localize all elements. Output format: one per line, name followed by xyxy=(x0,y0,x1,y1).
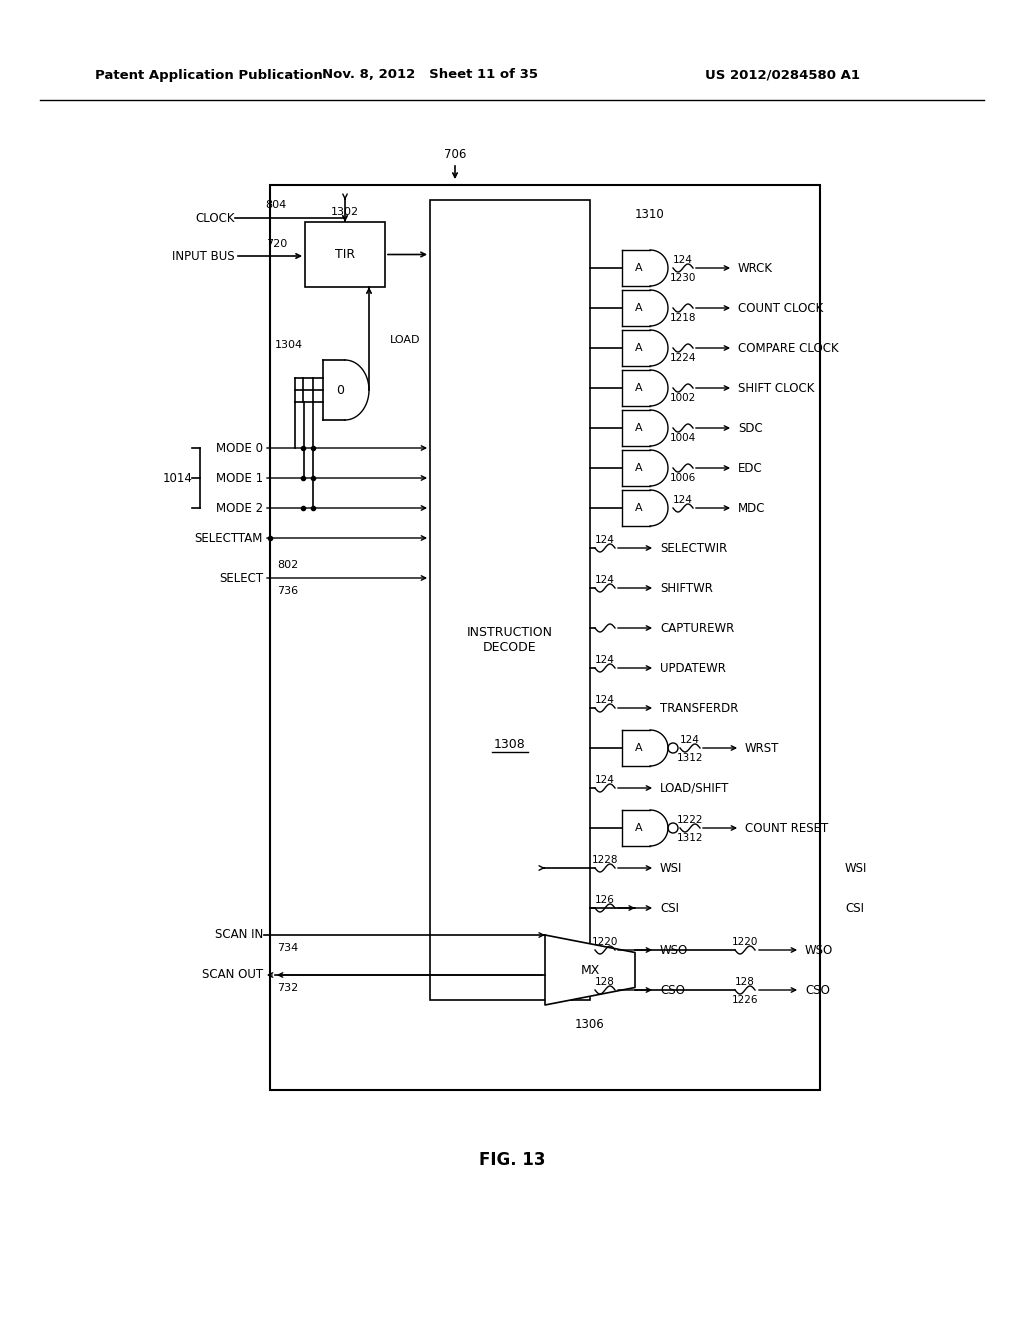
Text: 1312: 1312 xyxy=(677,752,703,763)
Text: SHIFTWR: SHIFTWR xyxy=(660,582,713,594)
Text: Nov. 8, 2012   Sheet 11 of 35: Nov. 8, 2012 Sheet 11 of 35 xyxy=(322,69,538,82)
Text: A: A xyxy=(635,822,643,833)
Text: 1224: 1224 xyxy=(670,352,696,363)
Text: 804: 804 xyxy=(266,201,287,210)
Text: SCAN OUT: SCAN OUT xyxy=(202,969,263,982)
Text: 128: 128 xyxy=(595,977,615,987)
Bar xyxy=(305,222,385,286)
Text: CLOCK: CLOCK xyxy=(196,211,234,224)
Text: 1220: 1220 xyxy=(592,937,618,946)
Text: WRST: WRST xyxy=(745,742,779,755)
Text: 126: 126 xyxy=(595,895,615,906)
Text: 0: 0 xyxy=(337,384,345,396)
Text: WSO: WSO xyxy=(805,944,834,957)
Text: LOAD/SHIFT: LOAD/SHIFT xyxy=(660,781,729,795)
Text: 732: 732 xyxy=(278,983,298,993)
Text: 1226: 1226 xyxy=(732,995,758,1005)
Text: MODE 2: MODE 2 xyxy=(216,502,263,515)
Bar xyxy=(270,185,820,1090)
Text: 124: 124 xyxy=(595,576,615,585)
Text: 1004: 1004 xyxy=(670,433,696,444)
Text: 1218: 1218 xyxy=(670,313,696,323)
Text: TRANSFERDR: TRANSFERDR xyxy=(660,701,738,714)
Text: LOAD: LOAD xyxy=(390,335,421,345)
Text: A: A xyxy=(635,503,643,513)
Text: 1312: 1312 xyxy=(677,833,703,843)
Text: 124: 124 xyxy=(595,655,615,665)
Text: WSI: WSI xyxy=(845,862,867,874)
Text: 736: 736 xyxy=(278,586,298,597)
Text: 1220: 1220 xyxy=(732,937,758,946)
Text: 1222: 1222 xyxy=(677,814,703,825)
Text: WSO: WSO xyxy=(660,944,688,957)
Text: WRCK: WRCK xyxy=(738,261,773,275)
Text: 720: 720 xyxy=(266,239,287,249)
Text: MX: MX xyxy=(581,964,600,977)
Text: FIG. 13: FIG. 13 xyxy=(479,1151,545,1170)
Text: MDC: MDC xyxy=(738,502,766,515)
Text: A: A xyxy=(635,463,643,473)
Text: CSO: CSO xyxy=(660,983,685,997)
Text: MODE 0: MODE 0 xyxy=(216,441,263,454)
Text: 802: 802 xyxy=(278,560,298,570)
Text: COUNT CLOCK: COUNT CLOCK xyxy=(738,301,823,314)
Text: TIR: TIR xyxy=(335,248,355,261)
Text: US 2012/0284580 A1: US 2012/0284580 A1 xyxy=(705,69,860,82)
Text: 124: 124 xyxy=(673,255,693,265)
Text: 124: 124 xyxy=(595,696,615,705)
Text: A: A xyxy=(635,743,643,752)
Text: 124: 124 xyxy=(595,535,615,545)
Text: 1310: 1310 xyxy=(635,209,665,222)
Text: CSO: CSO xyxy=(805,983,829,997)
Text: 1230: 1230 xyxy=(670,273,696,282)
Text: MODE 1: MODE 1 xyxy=(216,471,263,484)
Text: SCAN IN: SCAN IN xyxy=(215,928,263,941)
Text: UPDATEWR: UPDATEWR xyxy=(660,661,726,675)
Bar xyxy=(430,201,590,1001)
Text: 1006: 1006 xyxy=(670,473,696,483)
Text: 1308: 1308 xyxy=(495,738,526,751)
Text: 124: 124 xyxy=(595,775,615,785)
Text: EDC: EDC xyxy=(738,462,763,474)
Text: 734: 734 xyxy=(278,942,298,953)
Text: CSI: CSI xyxy=(845,902,864,915)
Text: INPUT BUS: INPUT BUS xyxy=(172,249,234,263)
Text: A: A xyxy=(635,343,643,352)
Text: 124: 124 xyxy=(673,495,693,506)
Text: WSI: WSI xyxy=(660,862,682,874)
Text: SDC: SDC xyxy=(738,421,763,434)
Text: A: A xyxy=(635,383,643,393)
Text: INSTRUCTION
DECODE: INSTRUCTION DECODE xyxy=(467,626,553,653)
Text: SELECTWIR: SELECTWIR xyxy=(660,541,727,554)
Text: A: A xyxy=(635,304,643,313)
Text: SELECTTAM: SELECTTAM xyxy=(195,532,263,544)
Text: Patent Application Publication: Patent Application Publication xyxy=(95,69,323,82)
Text: SELECT: SELECT xyxy=(219,572,263,585)
Text: 1306: 1306 xyxy=(575,1019,605,1031)
Text: 1002: 1002 xyxy=(670,393,696,403)
Text: COMPARE CLOCK: COMPARE CLOCK xyxy=(738,342,839,355)
Text: 128: 128 xyxy=(735,977,755,987)
Text: A: A xyxy=(635,422,643,433)
Text: 1304: 1304 xyxy=(274,341,303,350)
Polygon shape xyxy=(545,935,635,1005)
Text: CSI: CSI xyxy=(660,902,679,915)
Text: CAPTUREWR: CAPTUREWR xyxy=(660,622,734,635)
Text: A: A xyxy=(635,263,643,273)
Text: SHIFT CLOCK: SHIFT CLOCK xyxy=(738,381,814,395)
Text: 706: 706 xyxy=(443,149,466,161)
Text: 1302: 1302 xyxy=(331,207,359,216)
Text: COUNT RESET: COUNT RESET xyxy=(745,821,828,834)
Text: 124: 124 xyxy=(680,735,700,744)
Text: 1014: 1014 xyxy=(163,471,193,484)
Text: 1228: 1228 xyxy=(592,855,618,865)
